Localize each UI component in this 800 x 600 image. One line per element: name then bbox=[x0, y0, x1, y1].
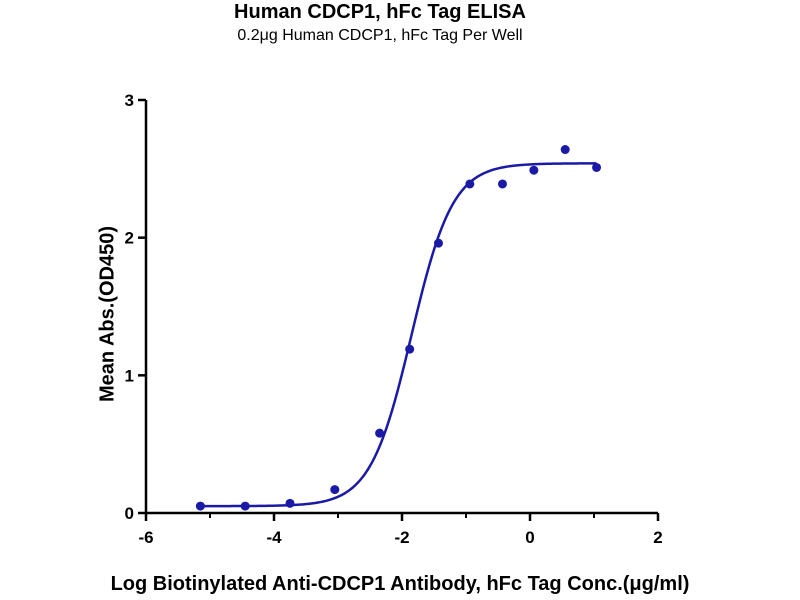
ticks: -6 -4 -2 0 2 0 1 2 3 bbox=[125, 91, 663, 547]
data-point bbox=[560, 145, 570, 155]
data-point bbox=[375, 428, 385, 438]
y-tick-label: 1 bbox=[125, 366, 134, 385]
x-tick-label: -6 bbox=[138, 528, 153, 547]
y-axis-label: Mean Abs.(OD450) bbox=[96, 226, 119, 402]
data-point bbox=[433, 238, 443, 248]
y-tick-label: 2 bbox=[125, 229, 134, 248]
data-point bbox=[240, 501, 250, 511]
x-tick-label: 0 bbox=[525, 528, 534, 547]
chart-title: Human CDCP1, hFc Tag ELISA bbox=[234, 1, 526, 23]
data-point bbox=[465, 179, 475, 189]
y-tick-label: 3 bbox=[125, 91, 134, 110]
y-tick-label: 0 bbox=[125, 504, 134, 523]
data-point bbox=[405, 344, 415, 354]
data-point bbox=[592, 162, 602, 172]
data-point bbox=[285, 498, 295, 508]
fit-curve bbox=[200, 162, 597, 508]
x-tick-label: -4 bbox=[266, 528, 282, 547]
axes bbox=[144, 100, 658, 515]
x-axis-label: Log Biotinylated Anti-CDCP1 Antibody, hF… bbox=[110, 573, 690, 595]
data-point bbox=[195, 501, 205, 511]
x-tick-label: -2 bbox=[394, 528, 409, 547]
data-point bbox=[330, 485, 340, 495]
data-point bbox=[529, 165, 539, 175]
fit-curve-group bbox=[200, 162, 597, 508]
data-points bbox=[195, 145, 602, 511]
x-tick-label: 2 bbox=[653, 528, 662, 547]
chart-subtitle: 0.2μg Human CDCP1, hFc Tag Per Well bbox=[237, 27, 523, 44]
data-point bbox=[497, 179, 507, 189]
